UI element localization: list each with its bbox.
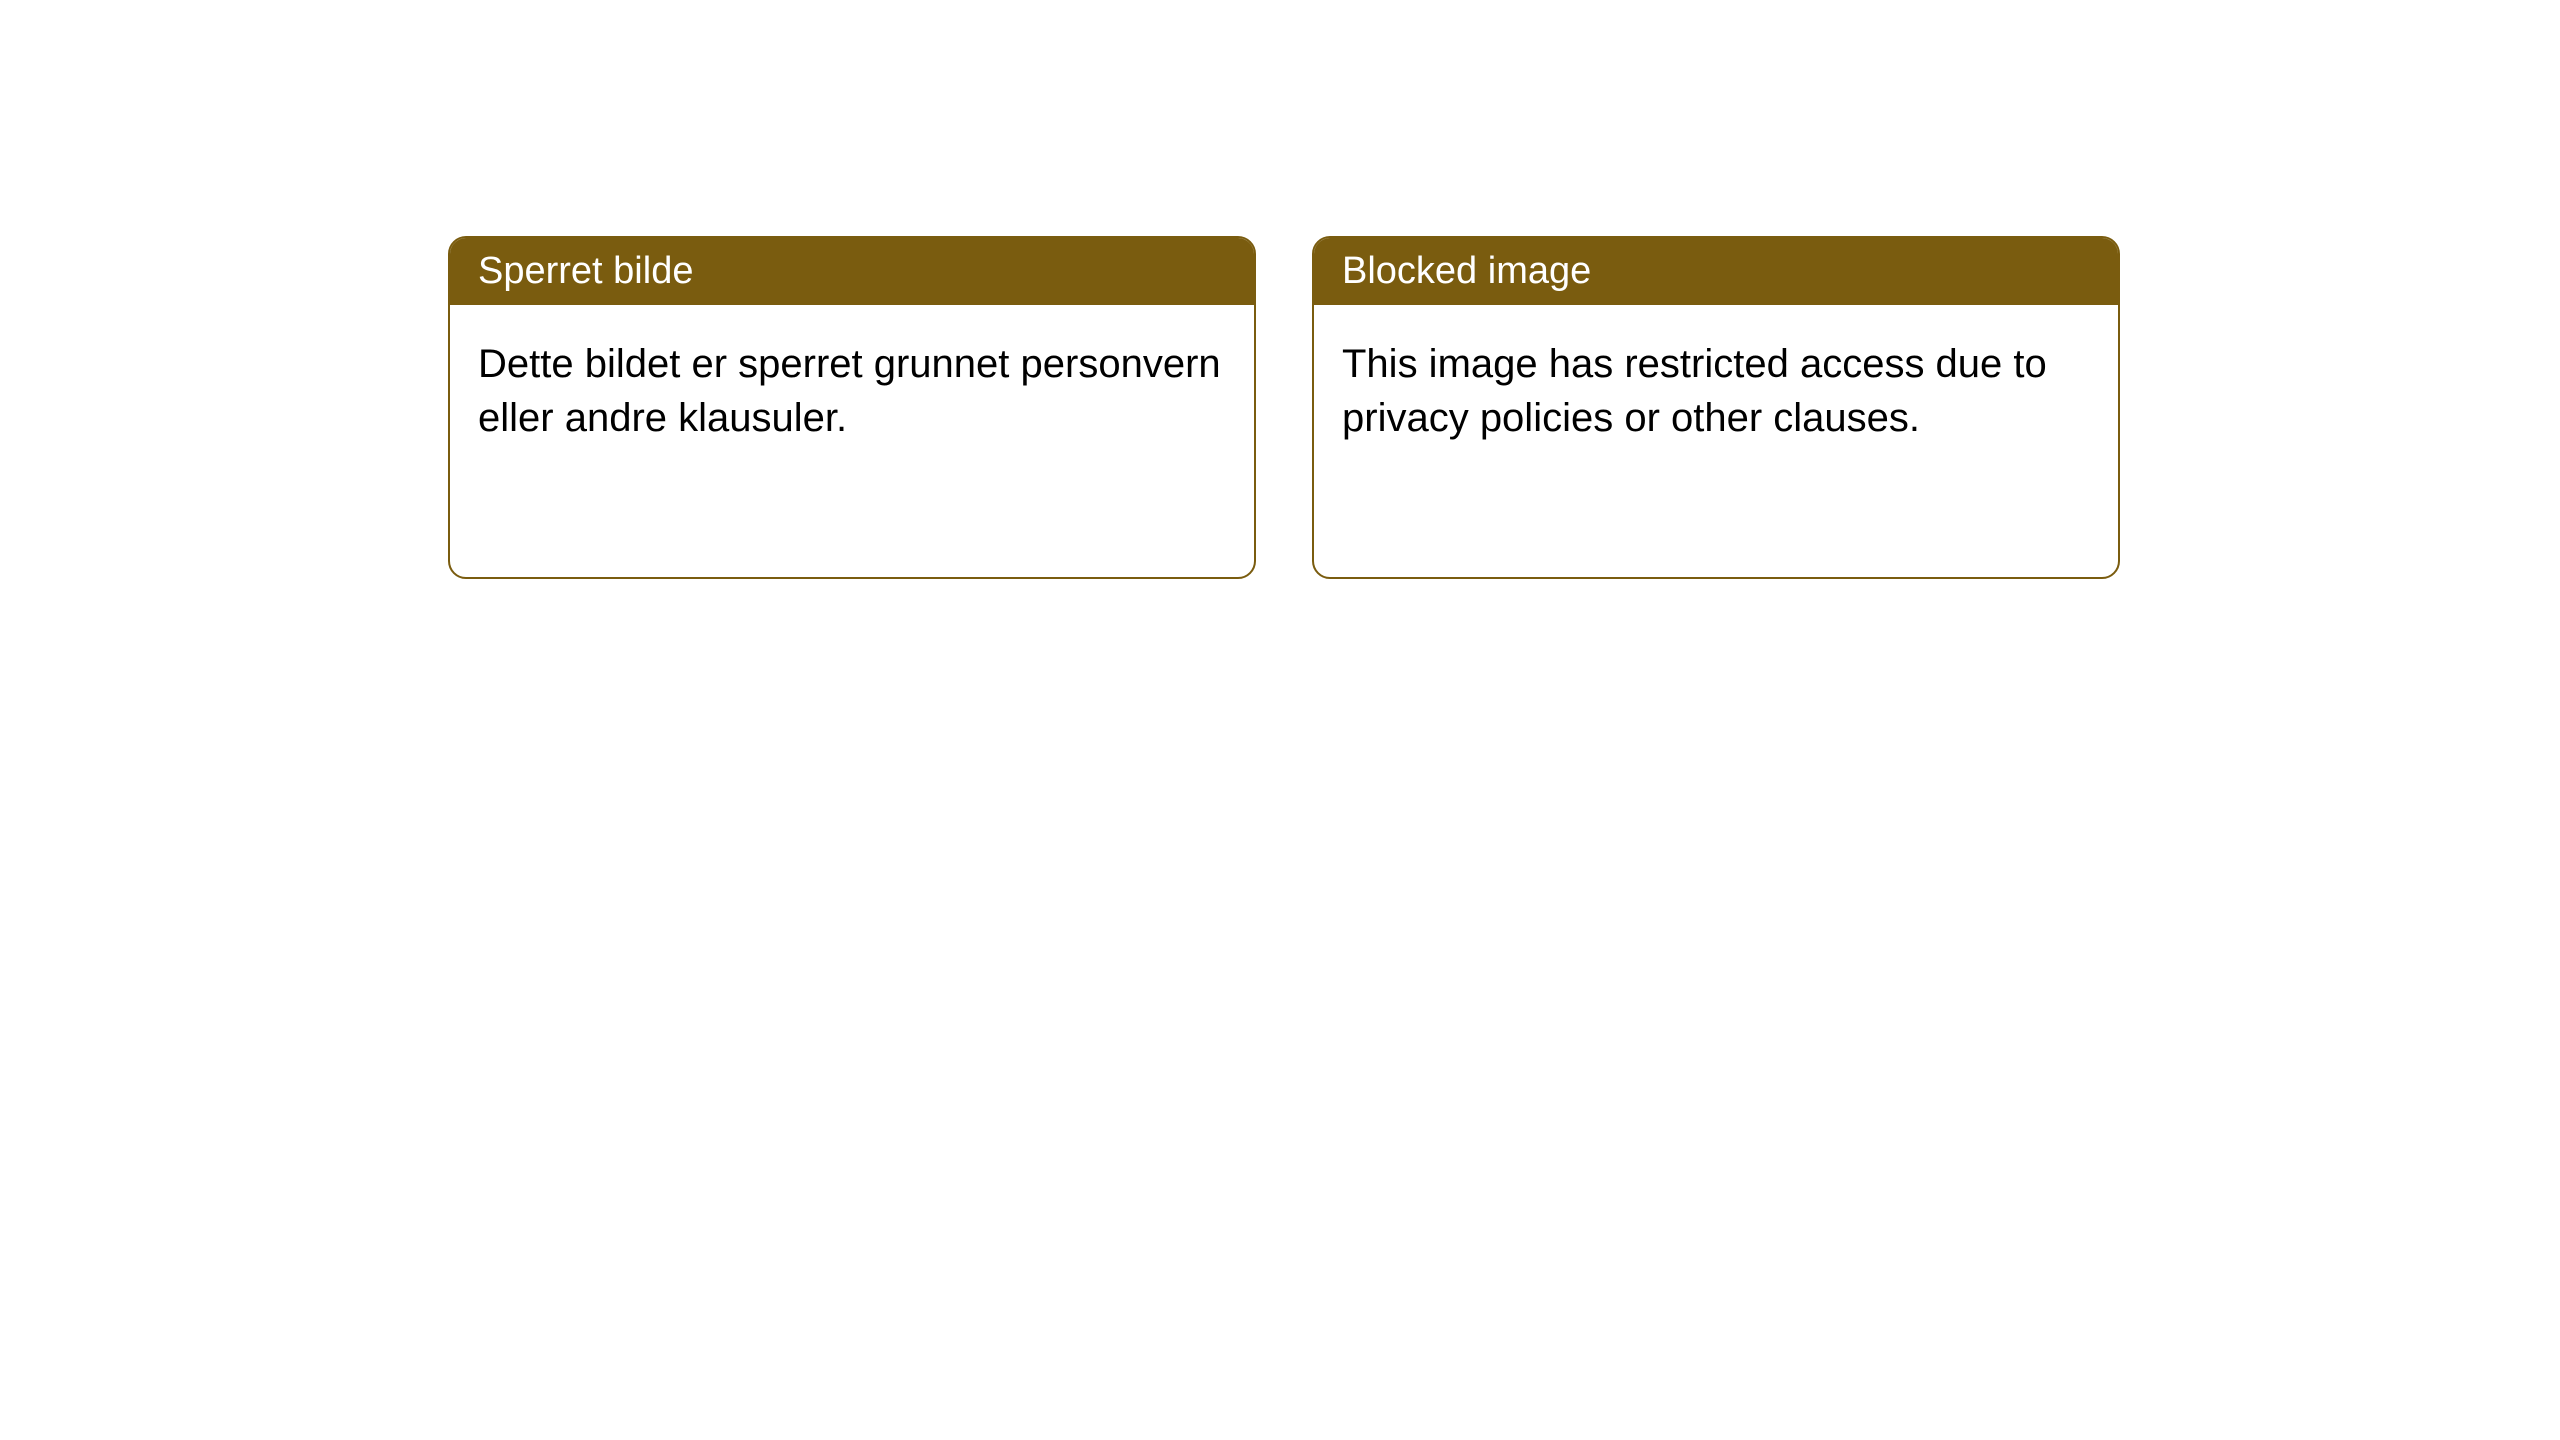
card-body-no: Dette bildet er sperret grunnet personve… — [450, 305, 1254, 577]
card-title-no: Sperret bilde — [478, 250, 693, 292]
blocked-image-card-en: Blocked image This image has restricted … — [1312, 236, 2120, 579]
card-header-en: Blocked image — [1314, 238, 2118, 305]
card-title-en: Blocked image — [1342, 250, 1591, 292]
card-body-en: This image has restricted access due to … — [1314, 305, 2118, 577]
notice-cards-container: Sperret bilde Dette bildet er sperret gr… — [448, 236, 2120, 579]
card-body-text-no: Dette bildet er sperret grunnet personve… — [478, 342, 1221, 440]
blocked-image-card-no: Sperret bilde Dette bildet er sperret gr… — [448, 236, 1256, 579]
card-header-no: Sperret bilde — [450, 238, 1254, 305]
card-body-text-en: This image has restricted access due to … — [1342, 342, 2047, 440]
